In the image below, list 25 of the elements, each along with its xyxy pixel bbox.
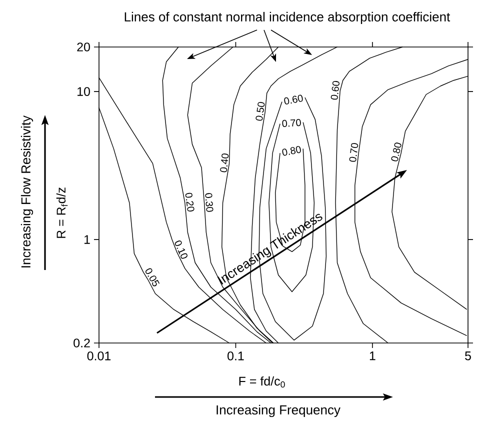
text: 0.40 bbox=[220, 154, 229, 172]
text: 0.70 bbox=[349, 143, 358, 162]
text: 0.80 bbox=[391, 142, 402, 162]
text: 0.50 bbox=[256, 102, 265, 121]
text: 0.60 bbox=[284, 94, 303, 104]
text: 0.20 bbox=[185, 192, 194, 212]
text: 0.60 bbox=[330, 81, 340, 100]
series-label: 0.70 bbox=[282, 119, 301, 127]
text: 0.05 bbox=[145, 268, 160, 286]
chart-title: Lines of constant normal incidence absorption coefficient bbox=[124, 12, 450, 24]
text: 0.80 bbox=[282, 146, 301, 156]
y-tick-label: 0.2 bbox=[74, 338, 90, 348]
x-tick-label: 1 bbox=[370, 352, 376, 360]
x-axis-title: F = fd/c$_{0}$ bbox=[239, 376, 285, 388]
y-tick-label: 1 bbox=[84, 235, 90, 244]
y-tick-label: 10 bbox=[78, 87, 90, 96]
text: Increasing Flow Resistivity bbox=[20, 115, 34, 268]
x-tick-label: 0.01 bbox=[87, 352, 111, 360]
text: Increasing Frequency bbox=[216, 404, 340, 418]
text: 0.30 bbox=[205, 193, 214, 212]
text: 0.10 bbox=[174, 240, 188, 259]
y-axis-title: R = R$_{f}$d/z bbox=[56, 188, 68, 238]
x-tick-label: 0.1 bbox=[228, 352, 244, 360]
x-tick-label: 5 bbox=[465, 352, 471, 360]
y-tick-label: 20 bbox=[77, 42, 90, 52]
